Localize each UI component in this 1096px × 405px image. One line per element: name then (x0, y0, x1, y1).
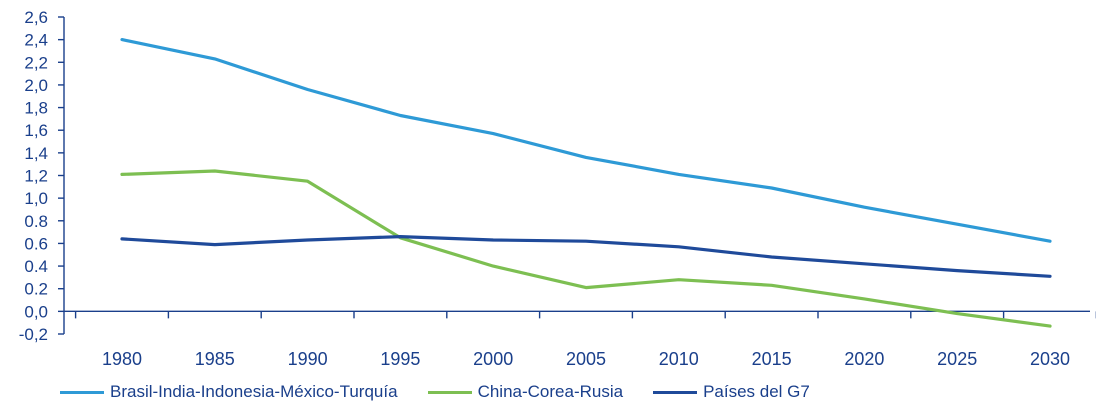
legend-item: Brasil-India-Indonesia-México-Turquía (60, 382, 398, 402)
x-tick-label: 1995 (380, 349, 420, 369)
series-line-3 (120, 235, 1052, 278)
y-axis-tick-marks (58, 16, 64, 335)
x-tick-label: 2025 (937, 349, 977, 369)
x-tick-label: 1980 (102, 349, 142, 369)
legend-item: China-Corea-Rusia (427, 382, 624, 402)
series-line-2 (120, 169, 1052, 328)
legend-label: Brasil-India-Indonesia-México-Turquía (110, 382, 398, 401)
legend: Brasil-India-Indonesia-México-Turquía Chi… (60, 381, 810, 403)
y-tick-label: 0.4 (24, 257, 48, 276)
y-tick-label: 0.2 (24, 280, 48, 299)
y-tick-label: 0.8 (24, 212, 48, 231)
legend-swatch (427, 390, 472, 394)
y-axis-tick-labels: -0,2 0,0 0.2 0.4 0.6 0.8 1,0 1,2 1,4 1,6 1,8 2,0 2,2… (19, 8, 48, 344)
legend-swatch (653, 390, 698, 394)
y-tick-label: 2,4 (24, 31, 48, 50)
x-axis-tick-labels: 1980 1985 1990 1995 2000 2005 2010 2015 2020 2025… (102, 349, 1070, 369)
x-tick-label: 1985 (195, 349, 235, 369)
x-tick-label: 2020 (844, 349, 884, 369)
x-tick-label: 2010 (659, 349, 699, 369)
x-tick-label: 2000 (473, 349, 513, 369)
x-tick-label: 2015 (752, 349, 792, 369)
x-tick-label: 1990 (288, 349, 328, 369)
y-tick-label: 1,8 (24, 99, 48, 118)
y-tick-label: 0,0 (24, 302, 48, 321)
x-axis-tick-marks (74, 311, 1096, 319)
legend-item: Países del G7 (653, 382, 810, 402)
y-tick-label: 1,4 (24, 144, 48, 163)
legend-swatch (60, 390, 104, 394)
y-tick-label: -0,2 (19, 325, 48, 344)
y-tick-label: 2,6 (24, 8, 48, 27)
legend-label: China-Corea-Rusia (477, 382, 624, 401)
series-lines (120, 37, 1052, 328)
y-tick-label: 1,2 (24, 167, 48, 186)
series-line-1 (120, 37, 1052, 243)
x-tick-label: 2005 (566, 349, 606, 369)
y-tick-label: 2,2 (24, 53, 48, 72)
x-tick-label: 2030 (1030, 349, 1070, 369)
legend-label: Países del G7 (703, 382, 810, 401)
y-tick-label: 1,6 (24, 121, 48, 140)
y-tick-label: 1,0 (24, 189, 48, 208)
y-tick-label: 2,0 (24, 76, 48, 95)
y-tick-label: 0.6 (24, 234, 48, 253)
line-chart: -0,2 0,0 0.2 0.4 0.6 0.8 1,0 1,2 1,4 1,6 1,8 2,0 2,2… (19, 8, 1096, 369)
